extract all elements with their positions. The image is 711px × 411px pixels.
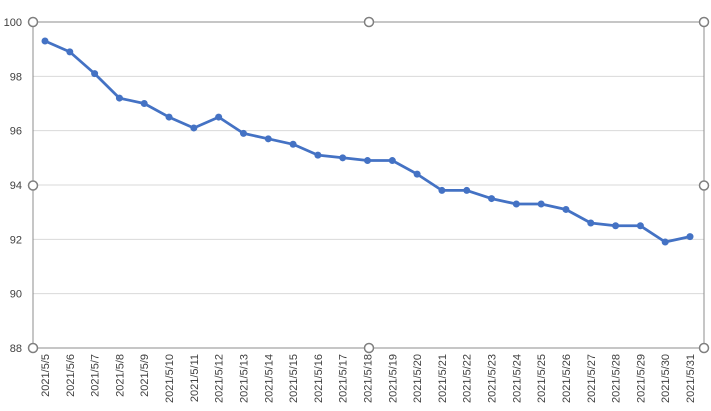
x-tick-label: 2021/5/23 (487, 354, 499, 403)
x-tick-label: 2021/5/20 (412, 354, 424, 403)
x-tick-label: 2021/5/30 (660, 354, 672, 403)
x-tick-label: 2021/5/19 (387, 354, 399, 403)
data-point (190, 124, 198, 132)
x-tick-label: 2021/5/25 (536, 354, 548, 403)
x-tick-label: 2021/5/15 (288, 354, 300, 403)
x-tick-label: 2021/5/21 (437, 354, 449, 403)
data-point (215, 113, 223, 121)
y-tick-label: 98 (10, 71, 22, 83)
data-point (140, 100, 148, 107)
x-tick-label: 2021/5/18 (363, 354, 375, 403)
y-tick-label: 90 (10, 289, 22, 301)
x-tick-label: 2021/5/14 (263, 354, 275, 403)
handle-top-right[interactable] (698, 16, 710, 28)
x-tick-label: 2021/5/16 (313, 354, 325, 403)
data-point (314, 151, 322, 159)
handle-top-left[interactable] (27, 16, 39, 28)
x-tick-label: 2021/5/31 (685, 354, 697, 403)
x-axis-tick-labels: 2021/5/5 2021/5/6 2021/5/7 2021/5/8 2021/5/9… (40, 354, 697, 403)
x-tick-label: 2021/5/13 (238, 354, 250, 403)
x-tick-label: 2021/5/9 (139, 354, 151, 397)
data-point (239, 129, 247, 137)
x-tick-label: 2021/5/29 (635, 354, 647, 403)
handle-middle-left[interactable] (27, 180, 39, 191)
y-tick-label: 94 (10, 180, 22, 192)
y-axis-tick-labels: 88 90 92 94 96 98 100 (4, 17, 22, 355)
series-group (41, 37, 694, 246)
x-tick-label: 2021/5/7 (90, 354, 102, 397)
x-tick-label: 2021/5/17 (338, 354, 350, 403)
handle-top-center[interactable] (363, 16, 375, 28)
handle-bottom-left[interactable] (27, 342, 39, 354)
x-tick-label: 2021/5/10 (164, 354, 176, 403)
data-point (686, 233, 694, 241)
series-line (43, 39, 692, 244)
y-tick-label: 100 (4, 17, 22, 29)
data-point (364, 157, 371, 165)
data-point (438, 186, 446, 194)
data-point (512, 200, 520, 208)
data-point (463, 186, 471, 194)
handle-bottom-right[interactable] (698, 342, 710, 354)
y-tick-label: 88 (10, 343, 22, 355)
x-tick-label: 2021/5/27 (586, 354, 598, 403)
y-tick-label: 96 (10, 126, 22, 138)
x-tick-label: 2021/5/11 (189, 354, 201, 402)
data-point (413, 170, 421, 178)
data-point (41, 37, 49, 45)
selection-handles[interactable] (27, 16, 710, 354)
data-point (612, 222, 620, 230)
data-point (289, 140, 297, 148)
x-tick-label: 2021/5/8 (114, 354, 126, 397)
data-point (488, 195, 496, 203)
data-point (264, 135, 272, 143)
x-tick-label: 2021/5/24 (511, 354, 523, 403)
x-tick-label: 2021/5/5 (40, 354, 52, 397)
data-point (388, 157, 396, 165)
y-tick-label: 92 (10, 234, 22, 246)
gridlines (33, 75, 704, 295)
x-tick-label: 2021/5/28 (611, 354, 623, 403)
handle-middle-right[interactable] (698, 180, 710, 191)
x-tick-label: 2021/5/6 (65, 354, 77, 397)
handle-bottom-center[interactable] (363, 342, 375, 354)
data-point (339, 154, 347, 162)
data-point (562, 205, 570, 213)
data-point (587, 219, 595, 227)
data-point (165, 113, 173, 121)
x-tick-label: 2021/5/12 (214, 354, 226, 403)
data-point (115, 94, 123, 102)
data-point (661, 238, 669, 246)
x-tick-label: 2021/5/22 (462, 354, 474, 403)
data-point (537, 200, 545, 208)
x-tick-label: 2021/5/26 (561, 354, 573, 403)
data-point (636, 222, 644, 230)
data-point (91, 70, 99, 78)
data-point (66, 48, 74, 56)
